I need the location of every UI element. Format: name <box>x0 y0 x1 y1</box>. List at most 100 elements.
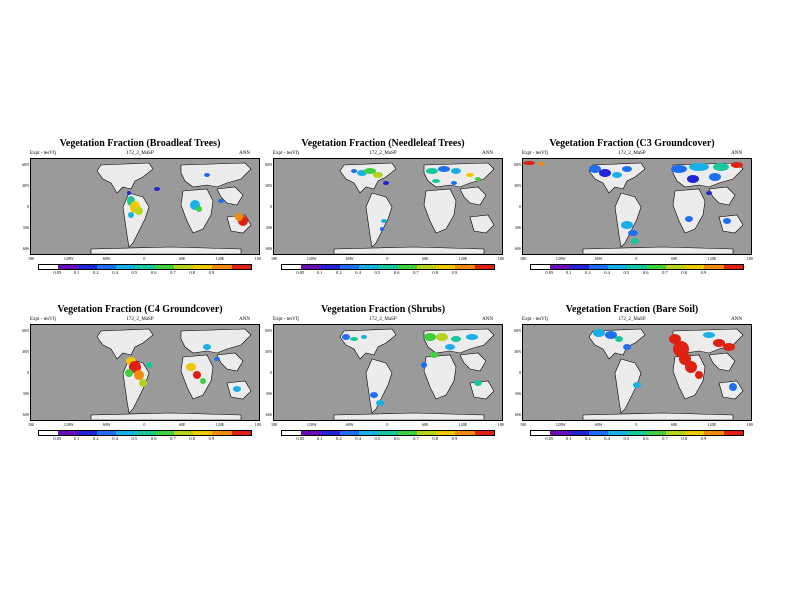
lon-label: 0 <box>143 422 146 427</box>
lon-label: 60W <box>102 256 111 261</box>
season-label: ANN <box>239 317 250 322</box>
lon-label: 120E <box>707 422 717 427</box>
run-label: 172_2_MaSP <box>618 317 646 322</box>
lon-label: 120E <box>458 422 468 427</box>
lat-label: 60N <box>514 328 521 333</box>
lon-label: 120W <box>306 256 317 261</box>
colorbar-swatch <box>397 431 417 435</box>
vegetation-patch <box>128 212 134 218</box>
vegetation-patch <box>438 166 450 172</box>
map-area <box>30 324 260 421</box>
colorbar-tick-label: 0.8 <box>681 270 687 275</box>
colorbar-tick-label: 0.1 <box>565 270 572 275</box>
lat-label: 0 <box>270 370 272 375</box>
lon-label: 180 <box>520 422 526 427</box>
colorbar-tick-label: 0.5 <box>374 270 381 275</box>
colorbar-tick-label: 0.4 <box>604 270 610 275</box>
colorbar-swatch <box>231 431 251 435</box>
lat-label: 30N <box>22 349 29 354</box>
panel-title: Vegetation Fraction (Needleleaf Trees) <box>301 138 465 149</box>
land-eur <box>180 162 252 188</box>
map-panel-c3: Vegetation Fraction (C3 Groundcover) Expt… <box>512 138 753 303</box>
colorbar-swatch <box>154 265 174 269</box>
colorbar-swatch <box>173 431 194 435</box>
panel-title: Vegetation Fraction (C4 Groundcover) <box>57 304 223 315</box>
lat-label: 60N <box>514 162 521 167</box>
map-svg <box>31 159 259 254</box>
land-afr <box>423 354 457 400</box>
vegetation-patch <box>204 173 210 177</box>
lon-label: 180 <box>497 256 504 261</box>
land-asi <box>708 186 736 206</box>
map-svg <box>31 325 259 420</box>
colorbar-labels: 0.05 0.1 0.2 0.4 0.5 0.6 0.7 0.8 0.9 <box>530 436 742 442</box>
lon-label: 180 <box>254 422 261 427</box>
land-nAm <box>96 162 154 194</box>
colorbar-tick-label: 0.6 <box>642 436 649 441</box>
map-svg <box>523 159 751 254</box>
lon-label: 60W <box>345 422 354 427</box>
panel-title: Vegetation Fraction (Bare Soil) <box>565 304 699 315</box>
land-asi <box>459 352 487 372</box>
colorbar-swatch <box>339 265 360 269</box>
vegetation-patch <box>139 379 147 387</box>
colorbar-swatch <box>193 431 213 435</box>
experiment-label: Expt - tesVfj <box>522 151 548 156</box>
vegetation-patch <box>723 218 731 224</box>
lon-label: 120W <box>63 422 74 427</box>
lat-label: 60S <box>265 412 272 417</box>
land-aus <box>469 214 495 234</box>
lat-label: 60N <box>22 162 29 167</box>
colorbar-swatch <box>301 431 321 435</box>
colorbar-labels: 0.05 0.1 0.2 0.4 0.5 0.6 0.7 0.8 0.9 <box>281 436 493 442</box>
lon-label: 180 <box>497 422 504 427</box>
colorbar-tick-label: 0.1 <box>73 436 80 441</box>
colorbar-labels: 0.05 0.1 0.2 0.4 0.5 0.6 0.7 0.8 0.9 <box>38 270 250 276</box>
colorbar-swatch <box>397 265 417 269</box>
lat-label: 60S <box>22 412 29 417</box>
colorbar-tick-label: 0.1 <box>73 270 80 275</box>
land-ant <box>582 246 734 254</box>
colorbar-swatch <box>282 265 302 269</box>
season-label: ANN <box>731 317 742 322</box>
colorbar-swatch <box>58 431 78 435</box>
vegetation-patch <box>364 168 376 174</box>
vegetation-patch <box>421 362 427 368</box>
season-label: ANN <box>239 151 250 156</box>
lon-label: 120W <box>63 256 74 261</box>
colorbar-tick-label: 0.4 <box>355 436 361 441</box>
colorbar-swatch <box>569 265 589 269</box>
vegetation-patch <box>127 191 131 195</box>
lon-label: 180 <box>746 422 753 427</box>
colorbar-tick-label: 0.1 <box>316 436 323 441</box>
land-nAm <box>588 328 646 360</box>
vegetation-patch <box>599 169 611 177</box>
colorbar-swatch <box>416 265 437 269</box>
vegetation-patch <box>432 179 440 183</box>
colorbar-swatch <box>135 265 155 269</box>
vegetation-patch <box>342 334 350 340</box>
colorbar-tick-label: 0.1 <box>565 436 572 441</box>
colorbar-swatch <box>474 431 494 435</box>
colorbar-swatch <box>58 265 78 269</box>
lat-label: 60S <box>514 246 521 251</box>
colorbar-swatch <box>212 431 232 435</box>
vegetation-patch <box>709 173 721 181</box>
vegetation-patch <box>451 181 457 185</box>
run-label: 172_2_MaSP <box>369 151 397 156</box>
lon-label: 60E <box>670 256 678 261</box>
colorbar-swatch <box>96 431 117 435</box>
vegetation-patch <box>621 221 633 229</box>
colorbar-swatch <box>531 431 551 435</box>
colorbar-swatch <box>39 265 59 269</box>
colorbar-swatch <box>588 265 609 269</box>
colorbar-swatch <box>608 265 628 269</box>
colorbar-tick-label: 0.05 <box>545 270 554 275</box>
experiment-label: Expt - tesVfj <box>522 317 548 322</box>
lon-label: 180 <box>28 256 34 261</box>
colorbar-tick-label: 0.5 <box>623 270 630 275</box>
experiment-label: Expt - tesVfj <box>273 151 299 156</box>
land-sAm <box>614 192 642 248</box>
vegetation-patch <box>193 371 201 379</box>
vegetation-patch <box>475 177 481 181</box>
